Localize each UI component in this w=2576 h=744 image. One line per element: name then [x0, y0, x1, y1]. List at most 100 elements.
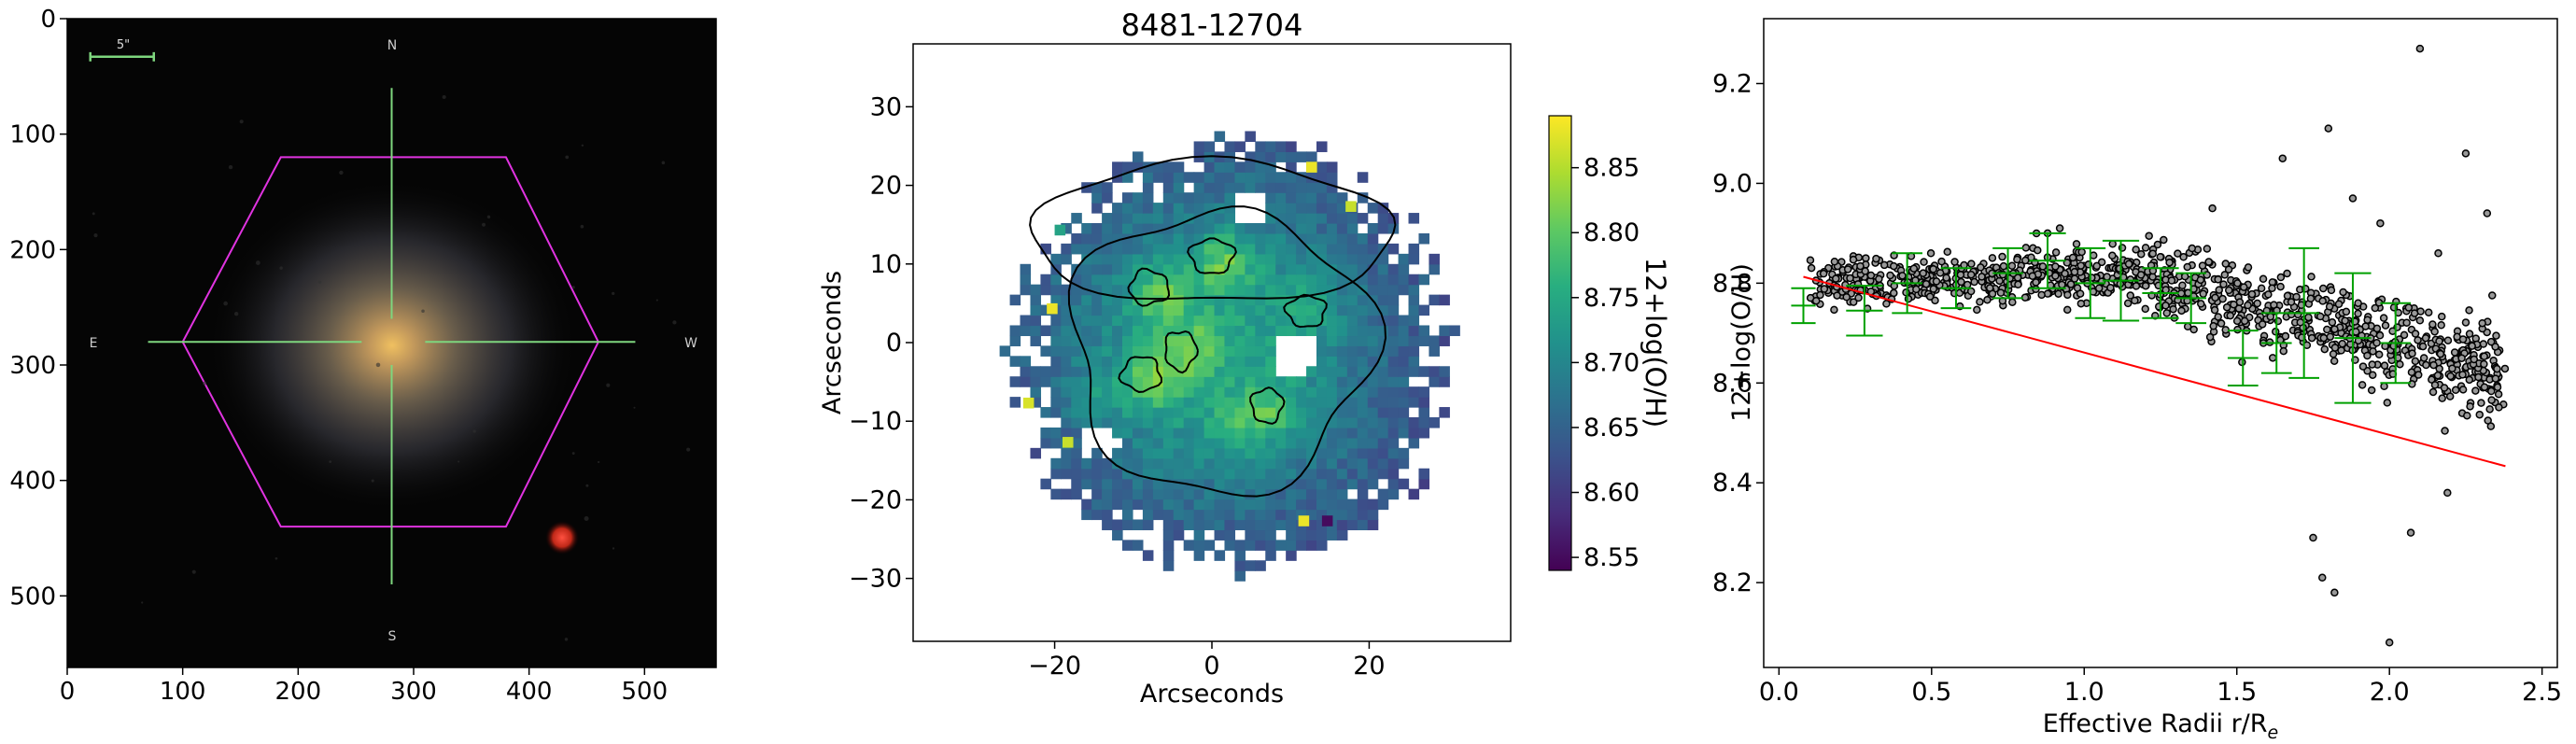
- map-x-tick-label: −20: [1028, 652, 1081, 681]
- map-pixel: [1316, 284, 1328, 296]
- map-pixel: [1112, 253, 1123, 265]
- map-pixel: [1408, 345, 1420, 357]
- scatter-point: [1988, 254, 1997, 262]
- map-pixel: [1245, 468, 1256, 480]
- map-pixel: [1265, 172, 1276, 183]
- scatter-point: [2153, 240, 2162, 249]
- map-pixel: [1346, 315, 1358, 327]
- image-x-tick-label: 200: [275, 678, 322, 706]
- map-pixel: [1152, 386, 1164, 398]
- map-pixel: [1193, 213, 1205, 224]
- map-pixel: [1326, 172, 1338, 183]
- map-pixel: [1408, 437, 1420, 449]
- map-pixel: [1061, 253, 1072, 265]
- map-pixel: [1346, 509, 1358, 521]
- map-pixel: [1142, 457, 1154, 470]
- map-pixel: [1102, 325, 1113, 337]
- map-pixel: [1245, 457, 1256, 470]
- map-pixel: [1122, 519, 1133, 531]
- map-pixel: [1398, 478, 1410, 490]
- map-pixel: [1275, 172, 1287, 183]
- map-pixel: [1265, 141, 1276, 152]
- map-pixel: [1346, 457, 1358, 470]
- map-pixel: [1255, 427, 1266, 439]
- map-pixel: [1306, 161, 1317, 173]
- map-pixel: [1326, 509, 1338, 521]
- map-pixel: [1122, 457, 1133, 470]
- scatter-point: [1929, 264, 1937, 274]
- map-pixel: [1398, 325, 1410, 337]
- map-pixel: [1336, 427, 1348, 439]
- background-speck: [371, 479, 374, 483]
- map-pixel: [1275, 182, 1287, 193]
- map-pixel: [1326, 437, 1338, 449]
- map-pixel: [1326, 213, 1338, 224]
- scatter-point: [2493, 364, 2501, 373]
- map-pixel: [1316, 519, 1328, 531]
- map-pixel: [1183, 376, 1195, 387]
- scatter-point: [2435, 364, 2443, 373]
- background-speck: [233, 311, 239, 316]
- map-pixel: [1204, 243, 1216, 255]
- colorbar-tick-label: 8.60: [1584, 479, 1640, 508]
- scatter-point: [2258, 320, 2267, 329]
- map-pixel: [1326, 203, 1338, 214]
- map-pixel: [1009, 397, 1021, 408]
- map-pixel: [1214, 376, 1226, 387]
- map-pixel: [1091, 304, 1103, 316]
- colorbar-tick-label: 8.75: [1584, 284, 1640, 313]
- map-pixel: [1193, 203, 1205, 214]
- map-pixel: [1204, 161, 1216, 173]
- image-y-tick-label: 400: [9, 468, 56, 496]
- scatter-point: [2330, 588, 2339, 597]
- map-pixel: [1245, 540, 1256, 551]
- map-pixel: [1081, 386, 1092, 398]
- background-speck: [606, 383, 611, 387]
- map-pixel: [1091, 457, 1103, 470]
- map-pixel: [1132, 457, 1144, 470]
- scatter-point: [2097, 258, 2106, 267]
- map-pixel: [1336, 498, 1348, 511]
- map-pixel: [1142, 315, 1154, 327]
- scatter-point: [2204, 258, 2213, 266]
- scatter-point: [2385, 639, 2394, 647]
- map-pixel: [1112, 263, 1123, 275]
- scatter-point: [2465, 375, 2474, 385]
- map-pixel: [1204, 386, 1216, 398]
- map-pixel: [1306, 427, 1317, 439]
- scatter-point: [2215, 286, 2223, 294]
- map-pixel: [1316, 182, 1328, 193]
- background-speck: [655, 299, 658, 302]
- map-pixel: [1214, 488, 1226, 500]
- background-speck: [223, 301, 228, 306]
- map-pixel: [1183, 498, 1195, 511]
- map-pixel: [1193, 509, 1205, 521]
- colorbar-tick-label: 8.80: [1584, 218, 1640, 247]
- map-pixel: [1204, 468, 1216, 480]
- map-pixel: [1173, 182, 1185, 193]
- map-pixel: [1081, 366, 1092, 377]
- map-pixel: [1255, 172, 1266, 183]
- scatter-point: [2279, 346, 2288, 356]
- scatter-point: [2330, 325, 2339, 333]
- map-pixel: [1336, 509, 1348, 521]
- map-pixel: [1112, 161, 1123, 173]
- map-pixel: [1214, 468, 1226, 480]
- map-pixel: [1357, 366, 1369, 377]
- map-pixel: [1265, 376, 1276, 387]
- map-pixel: [1418, 468, 1430, 480]
- scatter-x-tick-label: 1.5: [2217, 678, 2257, 707]
- scatter-point: [2239, 283, 2248, 291]
- scatter-point: [2328, 318, 2337, 327]
- map-pixel: [1050, 437, 1062, 449]
- scatter-point: [2257, 284, 2266, 293]
- scatter-point: [2318, 573, 2327, 583]
- scatter-point: [1926, 249, 1936, 258]
- scatter-point: [1999, 261, 2008, 271]
- map-pixel: [1214, 498, 1226, 511]
- map-pixel: [1306, 304, 1317, 316]
- scatter-point: [2495, 403, 2503, 412]
- map-pixel: [1367, 274, 1379, 286]
- map-pixel: [1275, 243, 1287, 255]
- map-pixel: [1112, 478, 1123, 490]
